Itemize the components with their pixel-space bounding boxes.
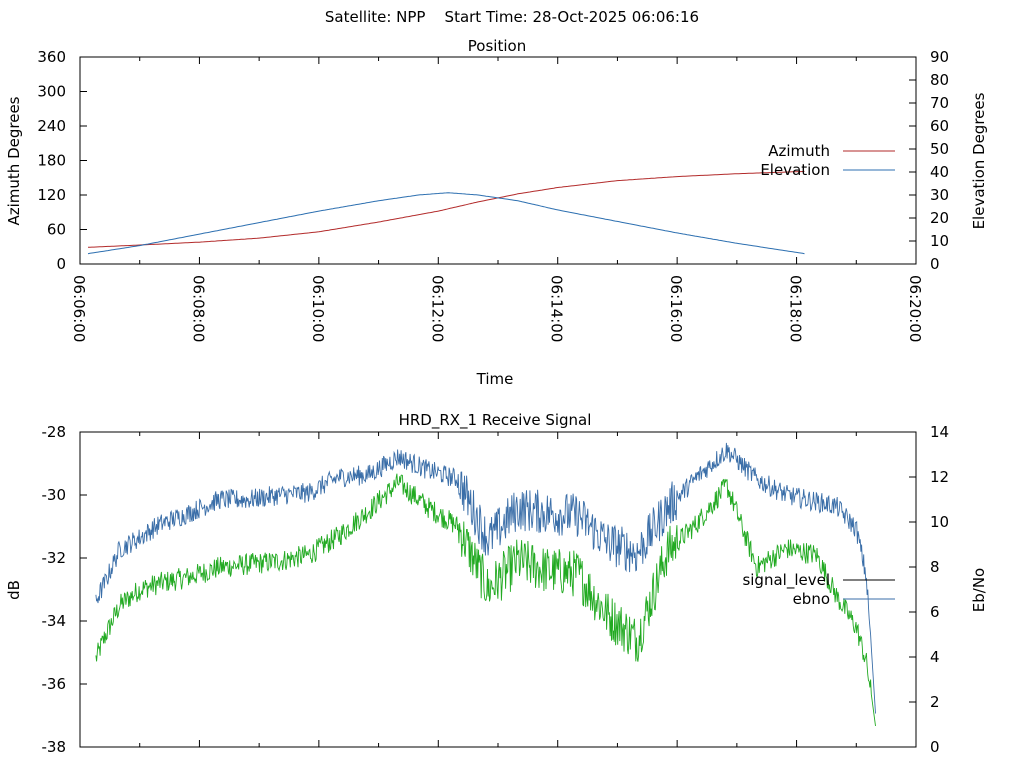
db-tick-label: -30 [42, 486, 67, 504]
elevation-tick-label: 80 [930, 71, 949, 89]
time-tick-label: 06:08:00 [189, 275, 207, 342]
time-tick-label: 06:10:00 [309, 275, 327, 342]
time-tick-label: 06:12:00 [428, 275, 446, 342]
receive-signal-chart: HRD_RX_1 Receive Signal dB Eb/No -38-36-… [5, 411, 988, 756]
db-tick-label: -32 [42, 549, 67, 567]
db-tick-label: -38 [42, 738, 67, 756]
elevation-axis-label: Elevation Degrees [970, 92, 988, 229]
elevation-tick-label: 40 [930, 163, 949, 181]
time-tick-label: 06:16:00 [667, 275, 685, 342]
time-tick-label: 06:06:00 [70, 275, 88, 342]
elevation-tick-label: 50 [930, 140, 949, 158]
db-tick-label: -34 [42, 612, 67, 630]
ebno-axis-label: Eb/No [970, 568, 988, 612]
ebno-tick-label: 4 [930, 648, 940, 666]
ebno-tick-label: 10 [930, 513, 949, 531]
db-tick-label: -28 [42, 423, 67, 441]
ebno-tick-label: 12 [930, 468, 949, 486]
azimuth-tick-label: 0 [56, 255, 66, 273]
series-line-elevation [87, 192, 805, 255]
elevation-tick-label: 20 [930, 209, 949, 227]
position-series [87, 170, 805, 255]
time-tick-label: 06:18:00 [787, 275, 805, 342]
azimuth-axis-label: Azimuth Degrees [5, 96, 23, 225]
elevation-tick-label: 30 [930, 186, 949, 204]
position-legend: Azimuth Elevation [760, 142, 895, 179]
receive-signal-legend: signal_level ebno [742, 571, 895, 608]
elevation-tick-label: 0 [930, 255, 940, 273]
db-tick-label: -36 [42, 675, 67, 693]
receive-signal-ticks: -38 -36 -34 -32 -30 -28 0 2 4 6 8 10 12 14 [42, 423, 950, 756]
legend-label-signal-level: signal_level [742, 571, 830, 590]
legend-label-ebno: ebno [793, 590, 830, 608]
page-title: Satellite: NPP Start Time: 28-Oct-2025 0… [325, 8, 699, 26]
azimuth-tick-label: 240 [37, 117, 66, 135]
position-ticks: 0 60 120 180 240 300 360 0 10 20 30 40 50 60 70 80 90 06:… [37, 48, 949, 342]
azimuth-tick-label: 180 [37, 152, 66, 170]
db-axis-label: dB [5, 580, 23, 600]
time-tick-label: 06:20:00 [906, 275, 924, 342]
azimuth-tick-label: 60 [47, 221, 66, 239]
time-tick-label: 06:14:00 [548, 275, 566, 342]
receive-signal-series [95, 442, 876, 727]
series-line-azimuth [87, 170, 805, 248]
legend-label-azimuth: Azimuth [768, 142, 830, 160]
position-chart-title: Position [468, 37, 526, 55]
legend-label-elevation: Elevation [760, 161, 830, 179]
elevation-tick-label: 60 [930, 117, 949, 135]
elevation-tick-label: 90 [930, 48, 949, 66]
receive-signal-chart-title: HRD_RX_1 Receive Signal [399, 411, 592, 430]
time-axis-label: Time [476, 370, 514, 388]
azimuth-tick-label: 120 [37, 186, 66, 204]
series-line-ebno [95, 442, 876, 714]
elevation-tick-label: 70 [930, 94, 949, 112]
series-line-ebno-db [95, 473, 876, 727]
position-chart: Position Azimuth Degrees Elevation Degre… [5, 37, 988, 388]
ebno-tick-label: 14 [930, 423, 949, 441]
azimuth-tick-label: 300 [37, 83, 66, 101]
ebno-tick-label: 2 [930, 693, 940, 711]
ebno-tick-label: 6 [930, 603, 940, 621]
ebno-tick-label: 8 [930, 558, 940, 576]
elevation-tick-label: 10 [930, 232, 949, 250]
azimuth-tick-label: 360 [37, 48, 66, 66]
ebno-tick-label: 0 [930, 738, 940, 756]
